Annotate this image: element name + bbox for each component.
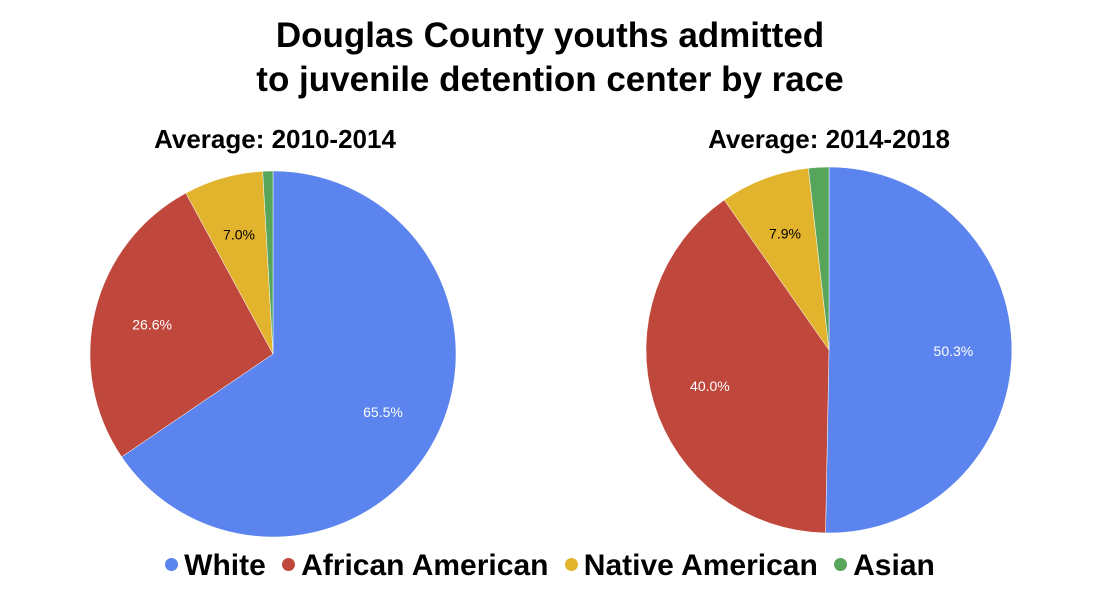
pie-2-label-native-american: 7.9% [769,226,801,242]
pie-2-subtitle: Average: 2014-2018 [708,124,950,154]
legend-label-african-american: African American [301,549,549,582]
pie-1-slice-african-american [89,192,274,458]
legend-item-asian: Asian [834,546,935,586]
legend-swatch-african-american [282,558,296,571]
pie-2-label-african-american: 40.0% [690,378,730,394]
legend-item-white: White [165,546,266,586]
pie-1-slice-asian [262,170,274,355]
pie-1-label-african-american: 26.6% [132,317,172,333]
legend-label-asian: Asian [853,549,935,582]
pie-1-subtitle: Average: 2010-2014 [154,124,396,154]
legend-item-african-american: African American [282,546,548,586]
chart-title-line-2: to juvenile detention center by race [256,60,844,99]
legend: White African American Native American A… [0,546,1100,586]
legend-item-native-american: Native American [564,546,818,586]
pie-1-label-white: 65.5% [363,404,403,420]
legend-swatch-native-american [564,558,578,571]
chart-title-line-1: Douglas County youths admitted [275,16,825,55]
pie-2-slice-native-american [723,167,830,351]
pie-1-label-native-american: 7.0% [223,226,255,242]
legend-label-white: White [184,549,266,582]
pie-2-slice-african-american [645,199,830,534]
pie-2-label-white: 50.3% [934,343,974,359]
legend-label-native-american: Native American [583,549,818,582]
legend-swatch-white [165,558,179,571]
legend-swatch-asian [834,558,848,571]
chart-title: Douglas County youths admitted to juveni… [0,14,1100,102]
pie-2-slice-asian [808,166,830,351]
pie-2-slice-white [825,166,1013,534]
pie-1-slice-white [121,170,457,538]
